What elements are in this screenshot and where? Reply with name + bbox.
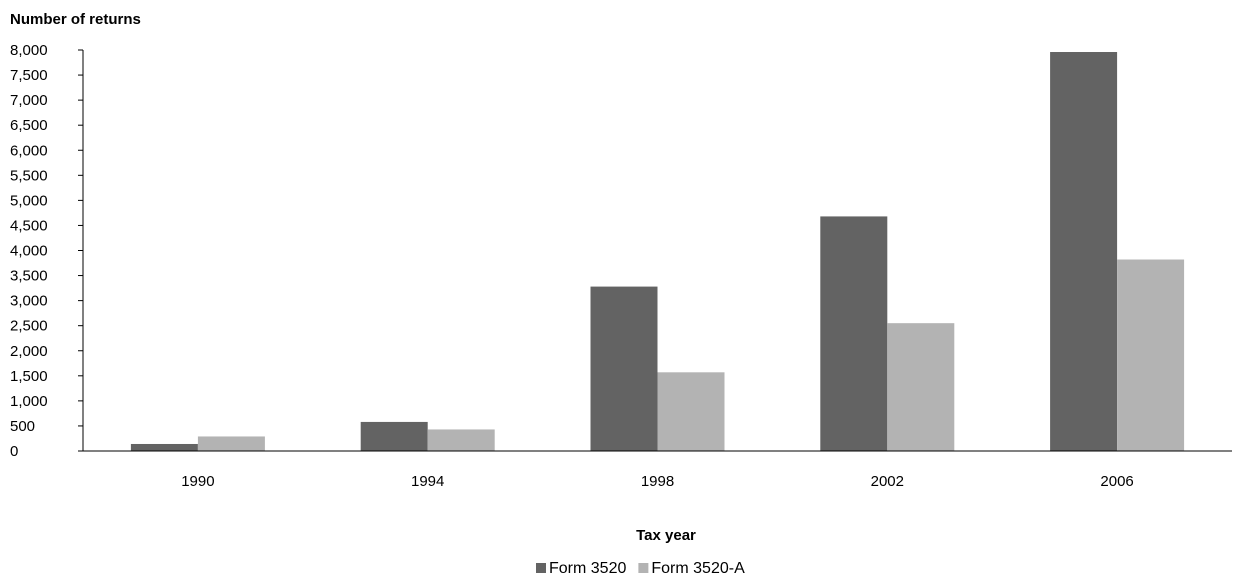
- y-tick-label: 1,500: [10, 368, 48, 385]
- legend-label: Form 3520-A: [651, 560, 745, 577]
- y-tick-label: 5,500: [10, 167, 48, 184]
- bar-form-3520-1998: [590, 286, 658, 451]
- legend: Form 3520 Form 3520-A: [536, 560, 745, 577]
- legend-label: Form 3520: [549, 560, 626, 577]
- bar-form-3520-a-1994: [427, 429, 495, 451]
- bar-form-3520-2002: [820, 216, 888, 451]
- y-tick-label: 3,000: [10, 293, 48, 310]
- y-tick-label: 3,500: [10, 268, 48, 285]
- y-tick-label: 7,500: [10, 67, 48, 84]
- bar-form-3520-a-1990: [197, 436, 265, 451]
- bar-form-3520-2006: [1050, 52, 1118, 451]
- y-tick-label: 0: [10, 443, 18, 460]
- y-tick-label: 6,000: [10, 142, 48, 159]
- x-tick-label: 1990: [181, 473, 214, 490]
- bar-form-3520-a-2002: [887, 323, 955, 451]
- y-tick-label: 4,500: [10, 217, 48, 234]
- x-tick-label: 1998: [641, 473, 674, 490]
- x-tick-label: 2002: [871, 473, 904, 490]
- legend-swatch: [638, 563, 649, 573]
- y-tick-label: 8,000: [10, 42, 48, 59]
- legend-swatch: [536, 563, 546, 573]
- bar-form-3520-a-1998: [657, 372, 725, 451]
- plot-area: [130, 52, 1185, 451]
- y-axis-title: Number of returns: [10, 11, 141, 28]
- x-axis: 1990 1994 1998 2002 2006: [181, 473, 1134, 490]
- bar-form-3520-1990: [130, 443, 198, 451]
- y-tick-label: 4,000: [10, 243, 48, 260]
- x-tick-label: 1994: [411, 473, 444, 490]
- bar-form-3520-1994: [360, 421, 428, 451]
- y-tick-label: 2,000: [10, 343, 48, 360]
- bar-form-3520-a-2006: [1117, 259, 1185, 451]
- y-tick-label: 6,500: [10, 117, 48, 134]
- y-tick-label: 7,000: [10, 92, 48, 109]
- y-tick-label: 500: [10, 418, 35, 435]
- x-tick-label: 2006: [1100, 473, 1133, 490]
- y-tick-label: 1,000: [10, 393, 48, 410]
- x-axis-title: Tax year: [636, 527, 696, 544]
- y-axis: 0 500 1,000 1,500 2,000 2,500 3,000 3,500 4,000 4…: [10, 42, 83, 460]
- y-tick-label: 2,500: [10, 318, 48, 335]
- y-tick-label: 5,000: [10, 192, 48, 209]
